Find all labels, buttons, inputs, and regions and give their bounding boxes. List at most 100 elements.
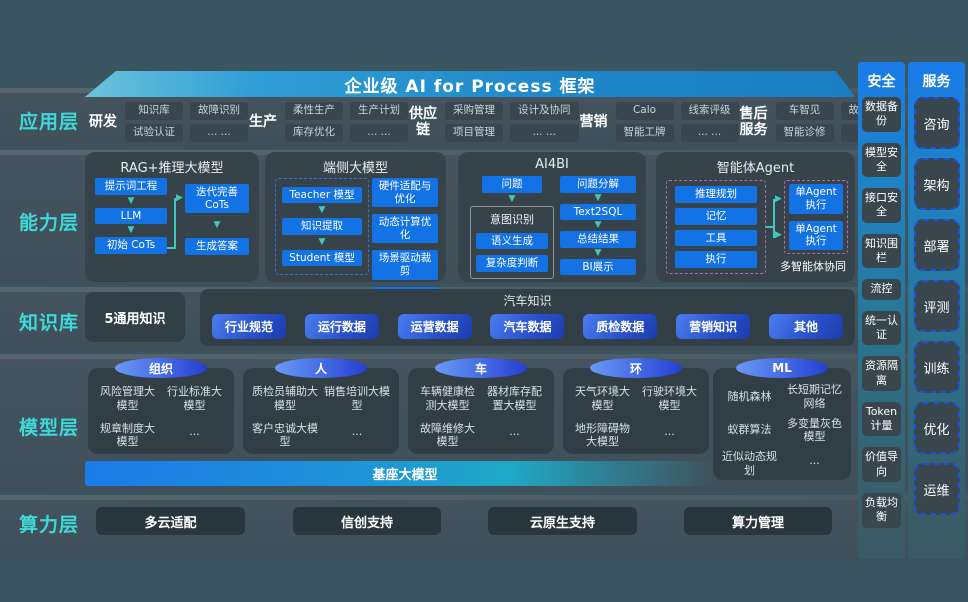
auto-knowledge-box: 汽车知识 行业规范 运行数据 运营数据 汽车数据 质检数据 营销知识 其他: [200, 289, 855, 346]
app-chip: 采购管理: [445, 102, 503, 120]
label-compute-layer: 算力层: [18, 514, 79, 536]
agent-module-box: 推理规划 记忆 工具 执行: [666, 180, 766, 274]
card-title: AI4BI: [535, 157, 569, 172]
service-item: 优化: [913, 402, 960, 454]
agent-executor: 单Agent执行: [789, 184, 843, 214]
base-model-label: 基座大模型: [372, 468, 438, 483]
model-item: 故障维修大模型: [420, 421, 475, 449]
arrow-right-icon: [176, 194, 183, 203]
compute-box-management: 算力管理: [684, 507, 832, 535]
model-group-pill: 环: [590, 358, 682, 378]
connector-line: [174, 198, 176, 249]
intent-recognition-box: 意图识别 语义生成 复杂度判断: [470, 205, 554, 279]
rag-chain-left: 提示词工程 LLM 初始 CoTs: [95, 178, 167, 254]
model-group-pill: ML: [736, 358, 828, 378]
model-grid: 质检员辅助大模型 销售培训大模型 客户忠诚大模型 ···: [243, 368, 399, 455]
security-item: 资源隔离: [862, 356, 901, 391]
ai4bi-intent-column: 问题 意图识别 语义生成 复杂度判断: [470, 176, 554, 279]
intent-item: 复杂度判断: [476, 255, 548, 272]
pipeline-step: Text2SQL: [560, 203, 636, 221]
auto-knowledge-title: 汽车知识: [503, 294, 552, 308]
knowledge-pill: 其他: [768, 314, 843, 339]
model-item: 蚁群算法: [727, 423, 772, 437]
service-item: 训练: [913, 341, 960, 393]
agent-module: 记忆: [675, 207, 757, 225]
app-chip: ... ...: [680, 124, 739, 142]
service-item: 部署: [913, 219, 960, 271]
model-grid: 随机森林 长短期记忆网络 蚁群算法 多变量灰色模型 近似动态规划 ···: [713, 368, 851, 483]
service-item: 咨询: [913, 97, 960, 149]
app-chip: 柔性生产: [285, 102, 343, 120]
general-knowledge-box: 5通用知识: [85, 292, 185, 342]
app-chip: 车智见: [775, 102, 834, 120]
model-item: 行业标准大模型: [167, 385, 222, 412]
arrow-down-icon: [319, 206, 326, 215]
model-group-organization: 组织 风险管理大模型 行业标准大模型 规章制度大模型 ···: [88, 358, 234, 455]
app-chip: 项目管理: [445, 124, 503, 142]
compute-box-multicloud: 多云适配: [96, 507, 245, 535]
security-title: 安全: [867, 74, 896, 90]
knowledge-pill: 营销知识: [676, 314, 751, 339]
model-grid: 天气环境大模型 行驶环境大模型 地形障碍物大模型 ···: [563, 368, 709, 455]
knowledge-pill: 运营数据: [397, 314, 472, 339]
app-group-rd: 研发 知识库 故障识别 试验认证 ... ...: [88, 102, 248, 142]
model-item: 风险管理大模型: [100, 385, 155, 412]
ai4bi-pipeline: 问题分解 Text2SQL 总结结果 BI展示: [560, 176, 636, 276]
knowledge-pill: 行业规范: [212, 314, 286, 339]
rag-step: 生成答案: [185, 238, 249, 255]
rag-chain-right: 迭代完善CoTs 生成答案: [185, 184, 249, 255]
app-chip: ... ...: [510, 124, 579, 142]
knowledge-pill: 汽车数据: [490, 314, 565, 339]
agent-executor-box: 单Agent执行 单Agent执行: [784, 180, 848, 254]
app-chip: ... ...: [190, 124, 248, 142]
security-item: 知识围栏: [862, 233, 901, 269]
app-chip: 设计及协同: [510, 102, 579, 120]
model-item: 规章制度大模型: [100, 421, 155, 449]
knowledge-pill-row: 行业规范 运行数据 运营数据 汽车数据 质检数据 营销知识 其他: [200, 309, 855, 339]
card-rag-reasoning-model: RAG+推理大模型 提示词工程 LLM 初始 CoTs 迭代完善CoTs 生成答…: [85, 152, 259, 282]
app-chip-grid: 采购管理 设计及协同 项目管理 ... ...: [445, 102, 579, 142]
model-item: 质检员辅助大模型: [252, 385, 318, 412]
app-group-name: 售后服务: [739, 105, 768, 138]
security-item: 接口安全: [862, 188, 901, 223]
card-title: 端侧大模型: [322, 161, 388, 176]
app-group-name: 研发: [89, 113, 117, 130]
arrow-right-icon: [775, 195, 782, 204]
app-group-name: 生产: [249, 113, 277, 130]
edge-step: 知识提取: [282, 218, 362, 235]
rag-step: LLM: [95, 207, 167, 225]
agent-module: 推理规划: [675, 186, 757, 203]
arrow-down-icon: [95, 197, 167, 206]
model-group-pill: 车: [435, 358, 527, 378]
label-model-layer: 模型层: [18, 417, 79, 439]
app-chip: 生产计划: [350, 102, 408, 120]
model-grid: 风险管理大模型 行业标准大模型 规章制度大模型 ···: [88, 368, 234, 455]
model-item: ···: [809, 456, 820, 470]
label-capability-layer: 能力层: [18, 212, 79, 234]
edge-feature: 场景驱动裁剪: [372, 250, 438, 280]
security-item: 流控: [862, 279, 901, 300]
model-item: ···: [351, 428, 363, 442]
model-group-vehicle: 车 车辆健康检测大模型 器材库存配置大模型 故障维修大模型 ···: [408, 358, 554, 454]
agent-executor: 单Agent执行: [789, 220, 843, 250]
model-item: 地形障碍物大模型: [575, 421, 630, 449]
service-column: 服务 咨询 架构 部署 评测 训练 优化 运维: [908, 62, 965, 559]
service-title: 服务: [922, 74, 951, 90]
app-chip: 智能工牌: [615, 124, 674, 142]
model-item: 销售培训大模型: [324, 385, 390, 412]
rag-step: 初始 CoTs: [95, 237, 167, 254]
agent-module: 执行: [675, 251, 757, 268]
app-chip: 知识库: [125, 102, 183, 120]
model-item: 多变量灰色模型: [787, 416, 842, 444]
app-chip: 试验认证: [125, 124, 183, 142]
pipeline-step: BI展示: [560, 258, 636, 276]
ai4bi-input: 问题: [482, 176, 542, 193]
compute-box-xinchuang: 信创支持: [293, 507, 441, 535]
security-item: 统一认证: [862, 310, 901, 346]
knowledge-pill: 运行数据: [304, 314, 379, 339]
security-item: 负载均衡: [862, 493, 901, 528]
edge-feature: 动态计算优化: [372, 214, 438, 244]
service-item: 架构: [913, 158, 960, 210]
app-group-name: 供应链: [409, 105, 437, 138]
